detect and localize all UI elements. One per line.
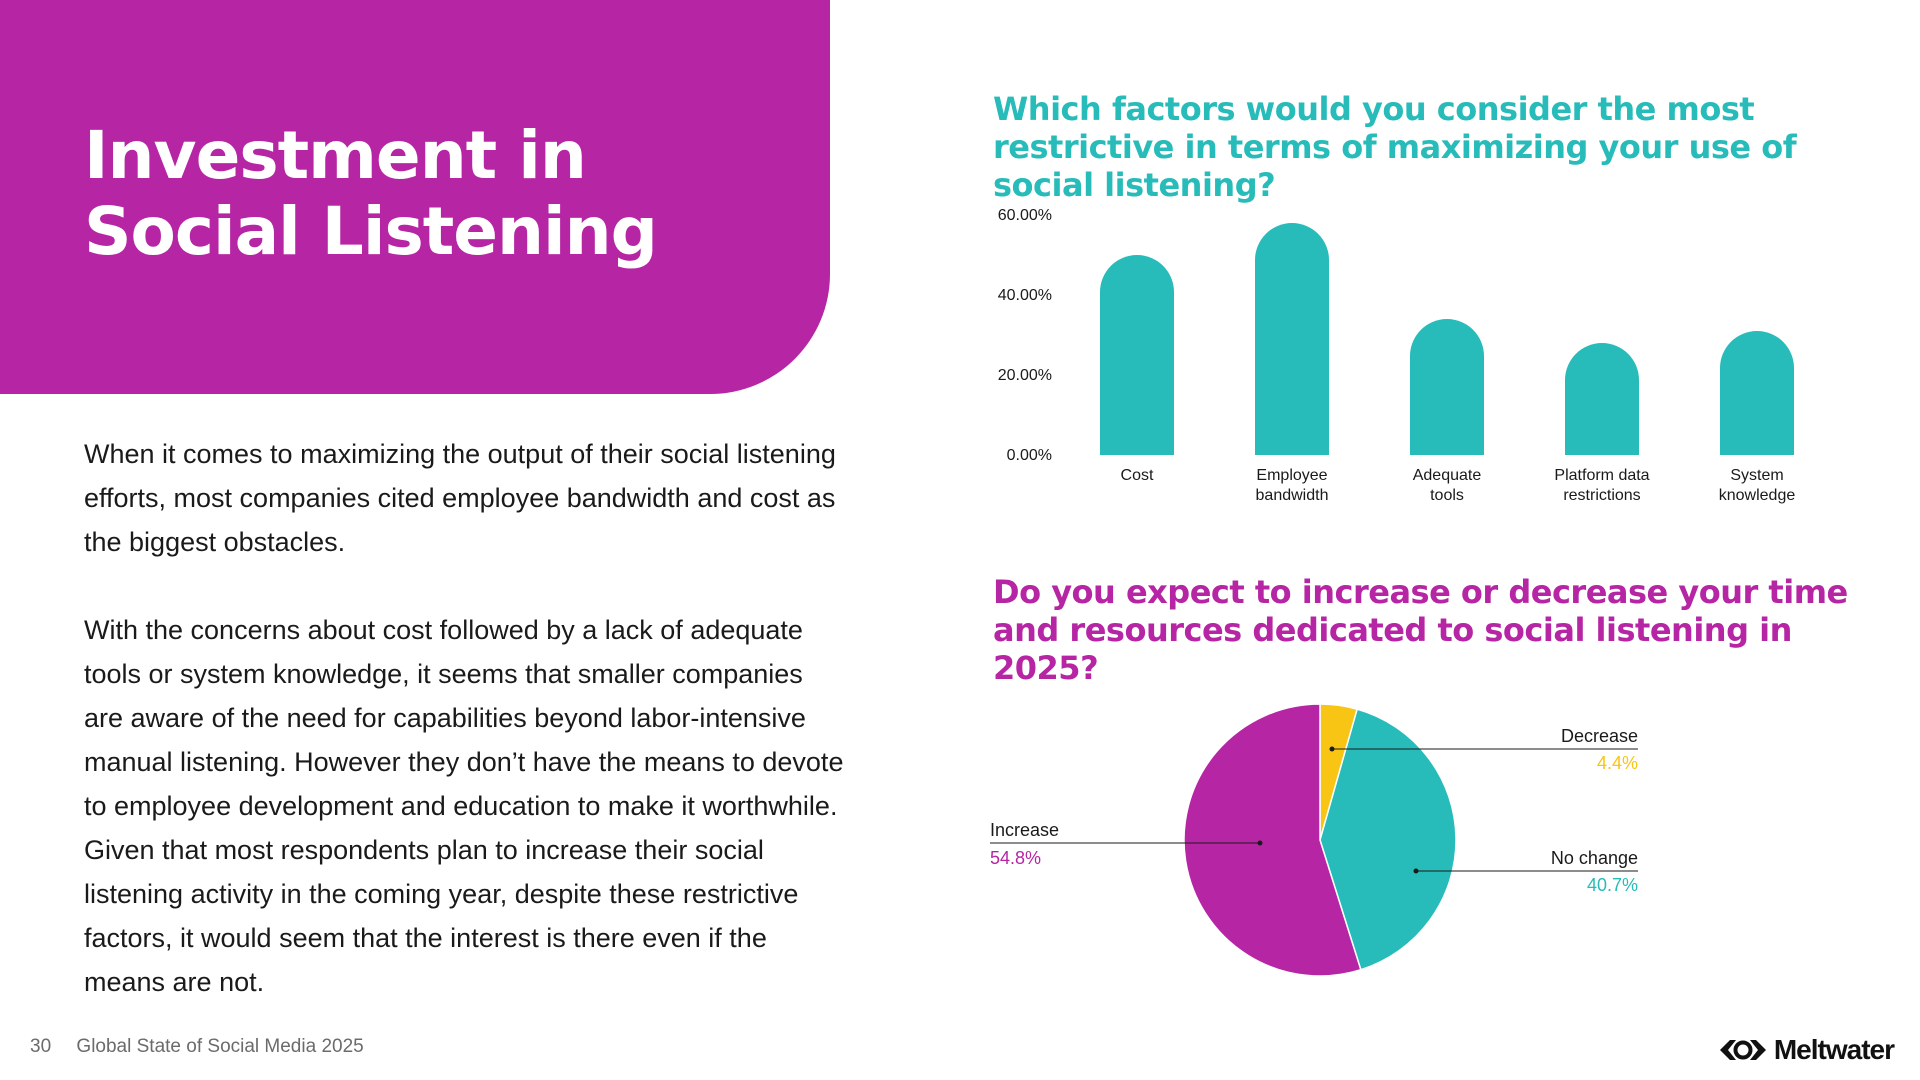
x-tick-label: Platform data	[1554, 467, 1649, 484]
bar-chart-title: Which factors would you consider the mos…	[993, 90, 1797, 204]
slice-label: No change	[1551, 848, 1638, 868]
slice-label: Decrease	[1561, 726, 1638, 746]
report-title: Global State of Social Media 2025	[76, 1036, 364, 1057]
y-tick-label: 60.00%	[998, 207, 1052, 224]
slice-value-label: 40.7%	[1587, 875, 1638, 895]
x-tick-label: tools	[1430, 487, 1464, 504]
x-tick-label: Adequate	[1413, 467, 1482, 484]
page-title-line: Investment in	[84, 117, 587, 194]
callout-dot	[1413, 868, 1419, 874]
bar	[1565, 343, 1639, 455]
x-tick-label: knowledge	[1719, 487, 1796, 504]
page-title: Investment in Social Listening	[84, 117, 658, 270]
body-text: When it comes to maximizing the output o…	[84, 432, 844, 1048]
callout-dot	[1257, 840, 1263, 846]
meltwater-logo-icon	[1719, 1040, 1766, 1060]
paragraph: When it comes to maximizing the output o…	[84, 439, 836, 557]
pie-slice	[1319, 708, 1457, 971]
callout-dot	[1329, 746, 1335, 752]
y-tick-label: 20.00%	[998, 367, 1052, 384]
paragraph: With the concerns about cost followed by…	[84, 615, 844, 997]
x-tick-label: System	[1730, 467, 1783, 484]
bar-chart: 0.00% 20.00% 40.00% 60.00% Cost Employee bandw…	[998, 207, 1796, 504]
x-tick-label: Cost	[1121, 467, 1154, 484]
slice-label: Increase	[990, 820, 1059, 840]
y-tick-label: 40.00%	[998, 287, 1052, 304]
bar	[1720, 331, 1794, 455]
slice-value-label: 4.4%	[1597, 753, 1638, 773]
pie-chart: Decrease 4.4% No change 40.7% Increase 54.8%	[990, 703, 1638, 977]
slice-value-label: 54.8%	[990, 848, 1041, 868]
footer: 30 Global State of Social Media 2025	[30, 1036, 364, 1058]
page-number: 30	[30, 1036, 52, 1057]
x-tick-label: bandwidth	[1256, 487, 1329, 504]
y-tick-label: 0.00%	[1007, 447, 1052, 464]
x-tick-label: restrictions	[1563, 487, 1640, 504]
pie-chart-title: Do you expect to increase or decrease yo…	[993, 573, 1848, 687]
meltwater-logo: Meltwater	[1718, 1034, 1895, 1066]
pie-slice	[1183, 703, 1362, 977]
bar	[1255, 223, 1329, 455]
bar	[1100, 255, 1174, 455]
logo-text: Meltwater	[1773, 1034, 1895, 1065]
bar	[1410, 319, 1484, 455]
title-banner: Investment in Social Listening	[0, 0, 830, 394]
x-tick-label: Employee	[1256, 467, 1327, 484]
page-title-line: Social Listening	[84, 193, 658, 270]
